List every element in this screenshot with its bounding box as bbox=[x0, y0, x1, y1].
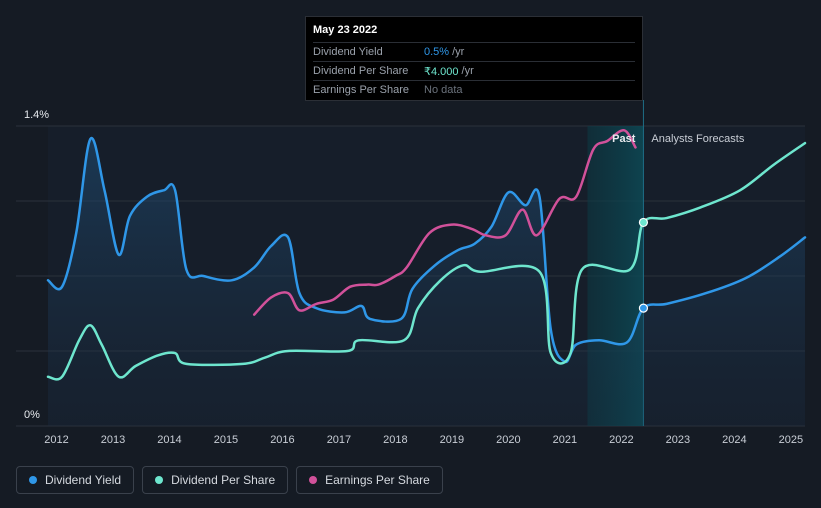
tooltip-unit: /yr bbox=[452, 46, 465, 58]
legend-dot-icon bbox=[309, 476, 318, 484]
x-tick-label: 2014 bbox=[157, 434, 181, 446]
marker-dividend-yield bbox=[638, 303, 649, 313]
area-fills bbox=[48, 138, 805, 426]
x-tick-label: 2015 bbox=[214, 434, 238, 446]
legend-item-dividend-yield[interactable]: Dividend Yield bbox=[16, 466, 135, 494]
legend-item-dividend-per-share[interactable]: Dividend Per Share bbox=[142, 466, 289, 494]
tooltip: May 23 2022 Dividend Yield 0.5% /yr Divi… bbox=[305, 16, 643, 101]
x-tick-label: 2017 bbox=[327, 434, 351, 446]
legend: Dividend Yield Dividend Per Share Earnin… bbox=[16, 466, 443, 494]
x-tick-label: 2021 bbox=[553, 434, 577, 446]
series-line-dividend-yield bbox=[46, 136, 807, 364]
marker-dividend-per-share bbox=[638, 217, 649, 228]
legend-label: Dividend Yield bbox=[45, 473, 122, 487]
forecast-region-label: Analysts Forecasts bbox=[651, 133, 744, 145]
tooltip-label: Dividend Yield bbox=[313, 46, 383, 58]
tooltip-row-earnings-per-share: Earnings Per Share No data bbox=[313, 80, 635, 99]
tooltip-label: Dividend Per Share bbox=[313, 65, 409, 77]
y-tick-label: 1.4% bbox=[24, 109, 49, 121]
tooltip-value: 0.5% bbox=[424, 46, 450, 58]
x-tick-label: 2019 bbox=[440, 434, 464, 446]
legend-dot-icon bbox=[29, 476, 37, 484]
tooltip-value: No data bbox=[424, 84, 463, 96]
past-region-label: Past bbox=[612, 133, 636, 145]
y-tick-label: 0% bbox=[24, 409, 40, 421]
x-tick-label: 2012 bbox=[44, 434, 68, 446]
tooltip-unit: /yr bbox=[461, 65, 474, 77]
series-area-dividend-yield bbox=[48, 138, 805, 426]
legend-label: Dividend Per Share bbox=[171, 473, 276, 487]
tooltip-date: May 23 2022 bbox=[313, 24, 378, 36]
legend-item-earnings-per-share[interactable]: Earnings Per Share bbox=[296, 466, 443, 494]
x-tick-label: 2013 bbox=[101, 434, 125, 446]
x-tick-label: 2024 bbox=[722, 434, 746, 446]
tooltip-value: ₹4.000 bbox=[424, 65, 459, 78]
tooltip-row-dividend-yield: Dividend Yield 0.5% /yr bbox=[313, 42, 635, 61]
legend-dot-icon bbox=[155, 476, 164, 484]
x-tick-label: 2020 bbox=[496, 434, 520, 446]
x-tick-label: 2025 bbox=[779, 434, 803, 446]
tooltip-row-dividend-per-share: Dividend Per Share ₹4.000 /yr bbox=[313, 61, 635, 80]
axes: 2012 2013 2014 2015 2016 2017 2018 2019 2020 2021… bbox=[24, 109, 803, 446]
legend-label: Earnings Per Share bbox=[325, 473, 430, 487]
tooltip-label: Earnings Per Share bbox=[313, 84, 409, 96]
x-tick-label: 2023 bbox=[666, 434, 690, 446]
x-tick-label: 2018 bbox=[383, 434, 407, 446]
x-tick-label: 2016 bbox=[270, 434, 294, 446]
series-markers bbox=[638, 217, 649, 313]
x-tick-label: 2022 bbox=[609, 434, 633, 446]
series-line-earnings-per-share bbox=[252, 129, 637, 316]
